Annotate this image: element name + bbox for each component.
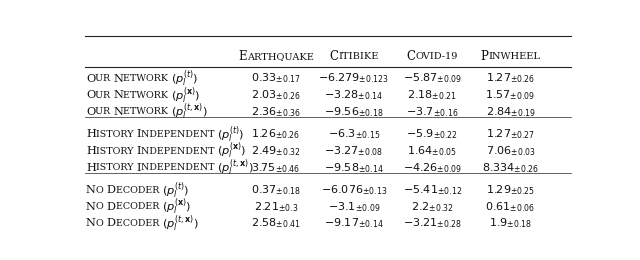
Text: P: P — [481, 50, 488, 63]
Text: $1.27_{\pm0.26}$: $1.27_{\pm0.26}$ — [486, 72, 535, 86]
Text: D: D — [107, 218, 116, 229]
Text: D: D — [107, 185, 116, 195]
Text: $1.64_{\pm0.05}$: $1.64_{\pm0.05}$ — [407, 144, 457, 158]
Text: $(p_l^{(t,\mathbf{x})})$: $(p_l^{(t,\mathbf{x})})$ — [172, 101, 207, 122]
Text: O: O — [86, 74, 95, 83]
Text: NDEPENDENT: NDEPENDENT — [141, 163, 218, 172]
Text: $-6.3_{\pm0.15}$: $-6.3_{\pm0.15}$ — [328, 127, 380, 141]
Text: H: H — [86, 129, 96, 139]
Text: $-5.9_{\pm0.22}$: $-5.9_{\pm0.22}$ — [406, 127, 458, 141]
Text: $(p_l^{(t,\mathbf{x})})$: $(p_l^{(t,\mathbf{x})})$ — [218, 157, 254, 178]
Text: NDEPENDENT: NDEPENDENT — [141, 147, 218, 155]
Text: $(p_l^{(\mathbf{x})})$: $(p_l^{(\mathbf{x})})$ — [162, 197, 191, 217]
Text: $1.57_{\pm0.09}$: $1.57_{\pm0.09}$ — [486, 88, 536, 102]
Text: $1.9_{\pm0.18}$: $1.9_{\pm0.18}$ — [489, 217, 532, 230]
Text: ECODER: ECODER — [116, 219, 162, 228]
Text: O: O — [86, 90, 95, 100]
Text: $-9.17_{\pm0.14}$: $-9.17_{\pm0.14}$ — [324, 217, 383, 230]
Text: $1.27_{\pm0.27}$: $1.27_{\pm0.27}$ — [486, 127, 535, 141]
Text: ISTORY: ISTORY — [96, 147, 136, 155]
Text: $-9.58_{\pm0.14}$: $-9.58_{\pm0.14}$ — [324, 161, 383, 174]
Text: I: I — [136, 129, 141, 139]
Text: E: E — [238, 50, 247, 63]
Text: $2.03_{\pm0.26}$: $2.03_{\pm0.26}$ — [251, 88, 301, 102]
Text: $0.37_{\pm0.18}$: $0.37_{\pm0.18}$ — [251, 183, 301, 197]
Text: $(p_l^{(t)})$: $(p_l^{(t)})$ — [162, 180, 189, 201]
Text: N: N — [113, 107, 124, 117]
Text: O: O — [86, 107, 95, 117]
Text: $(p_l^{(\mathbf{x})})$: $(p_l^{(\mathbf{x})})$ — [172, 85, 200, 106]
Text: $2.18_{\pm0.21}$: $2.18_{\pm0.21}$ — [408, 88, 457, 102]
Text: NDEPENDENT: NDEPENDENT — [141, 130, 218, 139]
Text: $7.06_{\pm0.03}$: $7.06_{\pm0.03}$ — [486, 144, 536, 158]
Text: $-6.076_{\pm0.13}$: $-6.076_{\pm0.13}$ — [321, 183, 387, 197]
Text: $1.26_{\pm0.26}$: $1.26_{\pm0.26}$ — [252, 127, 300, 141]
Text: $-3.21_{\pm0.28}$: $-3.21_{\pm0.28}$ — [403, 217, 461, 230]
Text: ARTHQUAKE: ARTHQUAKE — [247, 52, 314, 61]
Text: $2.2_{\pm0.32}$: $2.2_{\pm0.32}$ — [411, 200, 454, 214]
Text: O: O — [96, 202, 107, 211]
Text: ISTORY: ISTORY — [96, 130, 136, 139]
Text: ETWORK: ETWORK — [124, 91, 172, 100]
Text: $(p_l^{(t,\mathbf{x})})$: $(p_l^{(t,\mathbf{x})})$ — [162, 213, 198, 234]
Text: C: C — [406, 50, 415, 63]
Text: H: H — [86, 162, 96, 173]
Text: $-5.87_{\pm0.09}$: $-5.87_{\pm0.09}$ — [403, 72, 462, 86]
Text: UR: UR — [95, 74, 113, 83]
Text: $2.84_{\pm0.19}$: $2.84_{\pm0.19}$ — [486, 105, 536, 119]
Text: $-3.28_{\pm0.14}$: $-3.28_{\pm0.14}$ — [324, 88, 383, 102]
Text: $2.21_{\pm0.3}$: $2.21_{\pm0.3}$ — [253, 200, 298, 214]
Text: $8.334_{\pm0.26}$: $8.334_{\pm0.26}$ — [482, 161, 539, 174]
Text: $-4.26_{\pm0.09}$: $-4.26_{\pm0.09}$ — [403, 161, 461, 174]
Text: $(p_l^{(t)})$: $(p_l^{(t)})$ — [172, 68, 198, 89]
Text: N: N — [86, 185, 96, 195]
Text: $-3.1_{\pm0.09}$: $-3.1_{\pm0.09}$ — [328, 200, 380, 214]
Text: $(p_l^{(t)})$: $(p_l^{(t)})$ — [218, 124, 244, 145]
Text: C: C — [329, 50, 338, 63]
Text: ECODER: ECODER — [116, 186, 162, 195]
Text: INWHEEL: INWHEEL — [488, 52, 540, 61]
Text: I: I — [136, 162, 141, 173]
Text: $-6.279_{\pm0.123}$: $-6.279_{\pm0.123}$ — [319, 72, 389, 86]
Text: $-3.7_{\pm0.16}$: $-3.7_{\pm0.16}$ — [406, 105, 458, 119]
Text: $-9.56_{\pm0.18}$: $-9.56_{\pm0.18}$ — [324, 105, 383, 119]
Text: $0.61_{\pm0.06}$: $0.61_{\pm0.06}$ — [486, 200, 536, 214]
Text: $-3.27_{\pm0.08}$: $-3.27_{\pm0.08}$ — [324, 144, 383, 158]
Text: N: N — [113, 90, 124, 100]
Text: UR: UR — [95, 107, 113, 116]
Text: $-5.41_{\pm0.12}$: $-5.41_{\pm0.12}$ — [403, 183, 462, 197]
Text: ECODER: ECODER — [116, 202, 162, 211]
Text: N: N — [86, 218, 96, 229]
Text: ISTORY: ISTORY — [96, 163, 136, 172]
Text: ITIBIKE: ITIBIKE — [338, 52, 378, 61]
Text: $2.58_{\pm0.41}$: $2.58_{\pm0.41}$ — [251, 217, 301, 230]
Text: I: I — [136, 146, 141, 156]
Text: N: N — [113, 74, 124, 83]
Text: D: D — [107, 202, 116, 212]
Text: $2.36_{\pm0.36}$: $2.36_{\pm0.36}$ — [251, 105, 301, 119]
Text: O: O — [96, 219, 107, 228]
Text: $(p_l^{(\mathbf{x})})$: $(p_l^{(\mathbf{x})})$ — [218, 141, 246, 161]
Text: $2.49_{\pm0.32}$: $2.49_{\pm0.32}$ — [251, 144, 301, 158]
Text: ETWORK: ETWORK — [124, 74, 172, 83]
Text: $3.75_{\pm0.46}$: $3.75_{\pm0.46}$ — [252, 161, 301, 174]
Text: OVID-19: OVID-19 — [415, 52, 458, 61]
Text: N: N — [86, 202, 96, 212]
Text: UR: UR — [95, 91, 113, 100]
Text: H: H — [86, 146, 96, 156]
Text: O: O — [96, 186, 107, 195]
Text: $0.33_{\pm0.17}$: $0.33_{\pm0.17}$ — [251, 72, 301, 86]
Text: $1.29_{\pm0.25}$: $1.29_{\pm0.25}$ — [486, 183, 535, 197]
Text: ETWORK: ETWORK — [124, 107, 172, 116]
